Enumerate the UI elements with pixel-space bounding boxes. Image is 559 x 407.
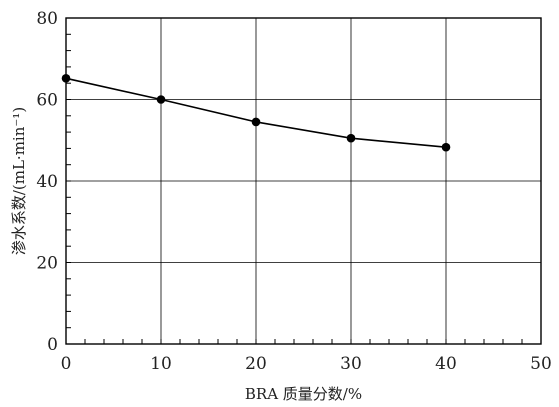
series-layer (61, 74, 451, 152)
y-tick-label: 60 (36, 91, 58, 111)
y-tick-labels: 0 20 40 60 80 (36, 9, 58, 355)
x-tick-label: 20 (245, 354, 267, 374)
data-point (441, 142, 451, 152)
grid (66, 18, 541, 344)
x-tick-label: 30 (340, 354, 362, 374)
plot-frame (65, 17, 542, 345)
x-tick-label: 40 (435, 354, 457, 374)
data-point (346, 133, 356, 143)
y-tick-label: 40 (36, 172, 58, 192)
x-tick-label: 10 (150, 354, 172, 374)
x-tick-label: 50 (530, 354, 552, 374)
data-point (156, 95, 166, 104)
data-point (61, 74, 71, 83)
y-tick-label: 80 (36, 9, 58, 29)
y-axis-label: 渗水系数/(mL·min⁻¹) (10, 107, 28, 255)
y-tick-label: 0 (47, 335, 58, 355)
data-point (251, 117, 261, 127)
x-tick-label: 0 (61, 354, 72, 374)
tick-marks (65, 17, 542, 345)
x-tick-labels: 0 10 20 30 40 50 (61, 354, 552, 374)
y-tick-label: 20 (36, 254, 58, 274)
x-axis-label: BRA 质量分数/% (245, 385, 362, 403)
